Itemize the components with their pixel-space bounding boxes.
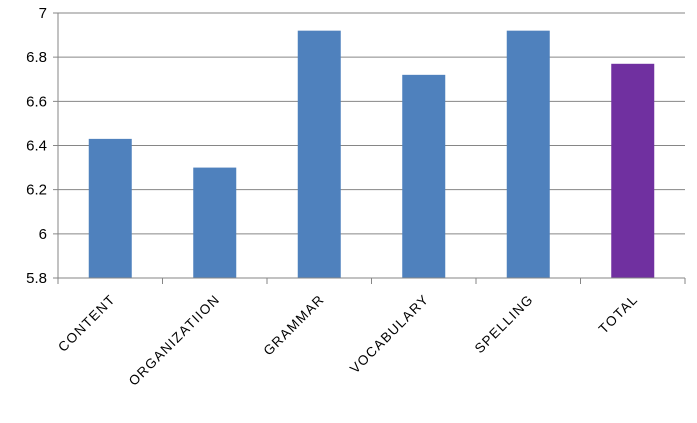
- x-tick-label: CONTENT: [55, 292, 118, 355]
- x-tick-label: VOCABULARY: [347, 292, 432, 377]
- bar-total: [611, 63, 655, 278]
- bar-grammar: [297, 30, 341, 278]
- y-tick-labels: 5.8 6 6.2 6.4 6.6 6.8 7: [26, 5, 47, 287]
- y-tick-label: 6.6: [26, 93, 47, 110]
- y-tick-label: 6.4: [26, 138, 47, 155]
- x-tick-label: ORGANIZATIION: [126, 292, 223, 389]
- y-tick-label: 7: [39, 5, 47, 22]
- y-tick-label: 6.8: [26, 49, 47, 66]
- y-tick-label: 6: [39, 226, 47, 243]
- gridlines: [53, 12, 685, 235]
- y-tick-label: 5.8: [26, 270, 47, 287]
- bar-organizatiion: [193, 167, 237, 278]
- x-tick-label: GRAMMAR: [260, 292, 327, 359]
- bar-content: [88, 138, 132, 278]
- bar-spelling: [506, 30, 550, 278]
- axes: [53, 13, 686, 284]
- x-tick-labels: CONTENT ORGANIZATIION GRAMMAR VOCABULARY SPE…: [55, 292, 641, 389]
- bar-vocabulary: [402, 74, 446, 278]
- x-tick-label: SPELLING: [472, 292, 537, 357]
- y-tick-label: 6.2: [26, 182, 47, 199]
- x-tick-label: TOTAL: [596, 292, 641, 337]
- bars: [88, 30, 655, 278]
